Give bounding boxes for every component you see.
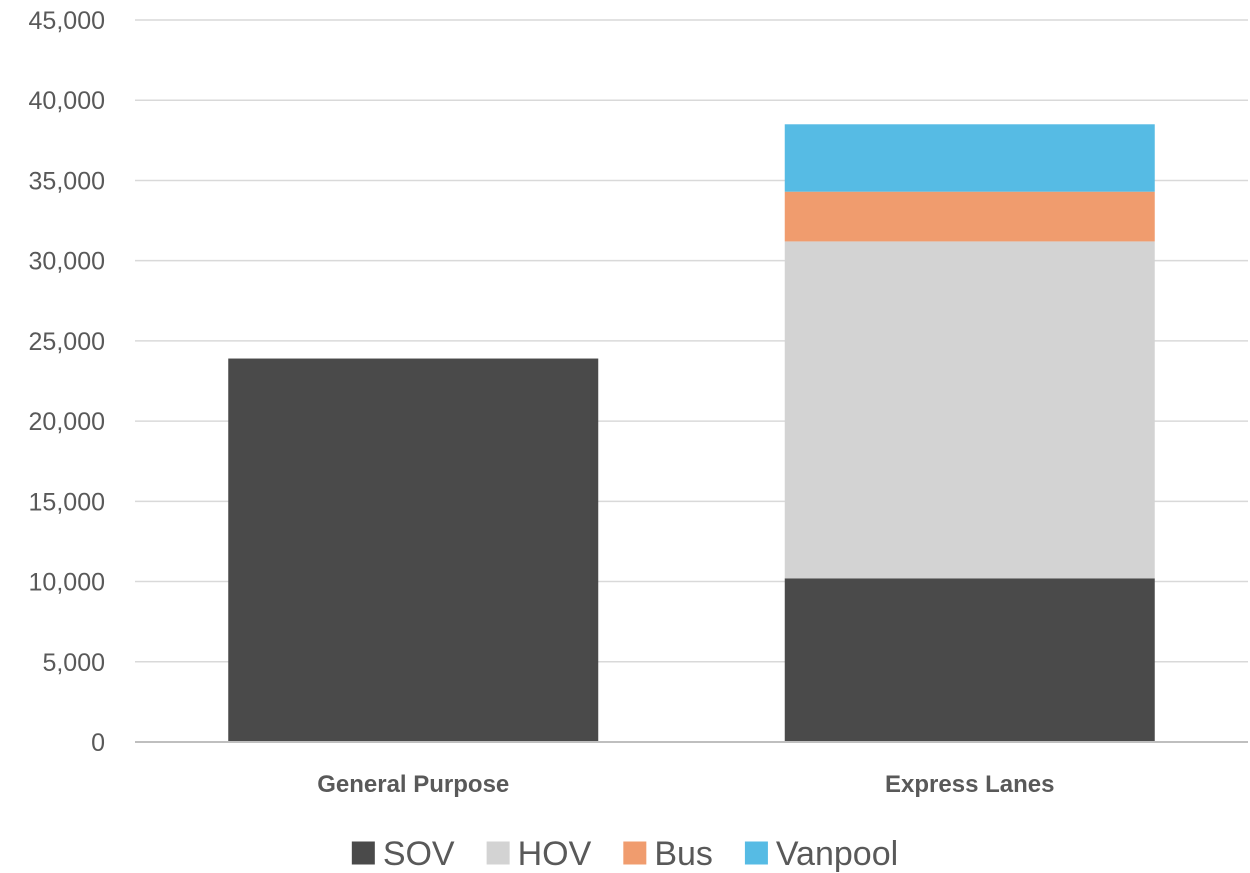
y-tick-label: 25,000 xyxy=(29,328,105,356)
legend-swatch-hov xyxy=(486,841,510,865)
legend-label: Vanpool xyxy=(776,835,898,873)
bar-segment-sov xyxy=(228,358,599,742)
y-tick-label: 10,000 xyxy=(29,569,105,597)
y-tick-label: 40,000 xyxy=(29,87,105,115)
bar-segment-bus xyxy=(784,191,1155,242)
legend-swatch-bus xyxy=(623,841,647,865)
y-tick-label: 5,000 xyxy=(42,649,105,677)
bar-segment-sov xyxy=(784,578,1155,742)
bars xyxy=(228,124,1155,742)
legend: SOV HOV Bus Vanpool xyxy=(351,835,898,873)
y-tick-label: 20,000 xyxy=(29,408,105,436)
y-tick-label: 30,000 xyxy=(29,248,105,276)
legend-label: Bus xyxy=(654,835,713,873)
y-tick-label: 45,000 xyxy=(29,7,105,35)
y-tick-label: 35,000 xyxy=(29,167,105,195)
bar-segment-vanpool xyxy=(784,124,1155,192)
x-category-label: General Purpose xyxy=(317,771,509,798)
legend-label: SOV xyxy=(383,835,455,873)
y-tick-label: 15,000 xyxy=(29,488,105,516)
x-category-label: Express Lanes xyxy=(885,771,1054,798)
axes: 0 5,000 10,000 15,000 20,000 25,000 30,000 35,0… xyxy=(29,7,1248,798)
legend-label: HOV xyxy=(518,835,592,873)
bar-segment-hov xyxy=(784,241,1155,579)
legend-swatch-sov xyxy=(351,841,375,865)
y-tick-label: 0 xyxy=(91,729,105,757)
legend-swatch-vanpool xyxy=(744,841,768,865)
